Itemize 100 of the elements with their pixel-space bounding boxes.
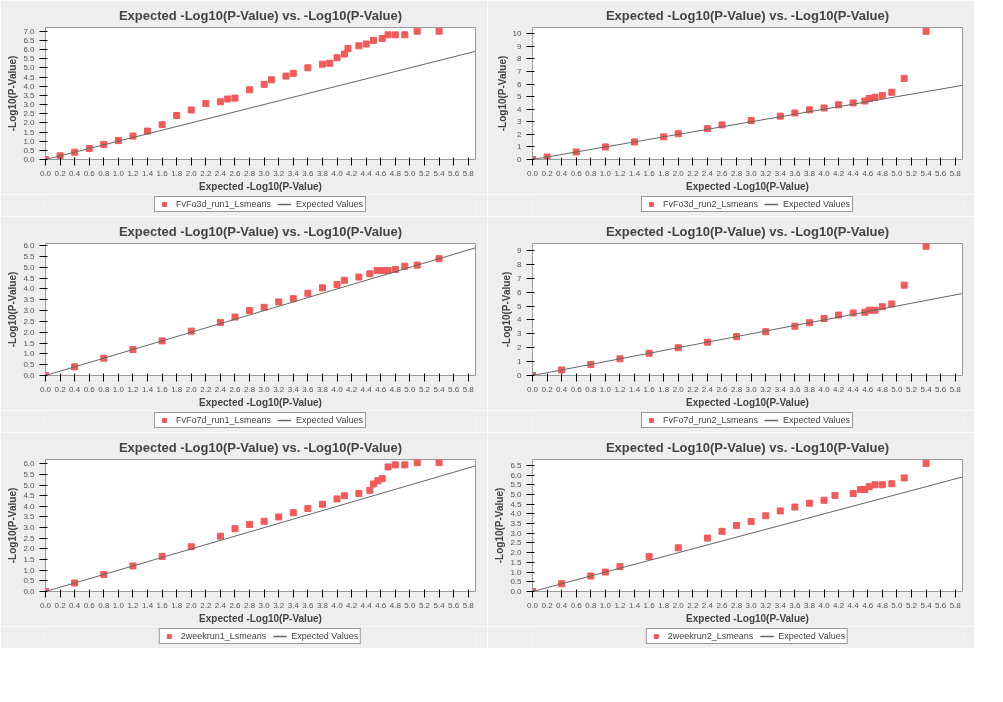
x-tick-label: 2.0 bbox=[672, 384, 685, 394]
y-tick-label: 1.0 bbox=[23, 349, 36, 359]
x-tick-label: 3.2 bbox=[760, 384, 772, 394]
x-tick-label: 5.2 bbox=[418, 168, 431, 178]
point bbox=[304, 504, 312, 512]
y-tick-label: 4.5 bbox=[23, 72, 36, 82]
point bbox=[158, 121, 166, 129]
x-tick-label: 0.6 bbox=[83, 384, 96, 394]
x-tick-label: 2.4 bbox=[701, 384, 714, 394]
legend-label: FvFo3d_run1_Lsmeans bbox=[176, 199, 272, 209]
point bbox=[384, 31, 392, 39]
x-tick-label: 2.6 bbox=[716, 384, 729, 394]
point bbox=[922, 27, 930, 35]
x-tick-label: 5.6 bbox=[935, 384, 947, 394]
x-tick-label: 2.4 bbox=[214, 600, 227, 610]
x-tick-label: 0.0 bbox=[526, 384, 539, 394]
x-tick-label: 0.8 bbox=[585, 600, 597, 610]
x-axis-title: Expected -Log10(P-Value) bbox=[686, 180, 809, 192]
y-tick-label: 5.0 bbox=[510, 489, 523, 499]
point bbox=[246, 520, 254, 528]
x-tick-label: 4.8 bbox=[389, 384, 402, 394]
x-tick-label: 3.0 bbox=[258, 600, 271, 610]
y-tick-label: 8 bbox=[517, 54, 523, 64]
x-tick-label: 1.4 bbox=[141, 600, 154, 610]
y-axis-title: -Log10(P-Value) bbox=[7, 271, 19, 348]
point bbox=[231, 94, 239, 102]
y-tick-label: 0.0 bbox=[510, 587, 523, 596]
y-tick-label: 7 bbox=[517, 273, 523, 283]
chart-title: Expected -Log10(P-Value) vs. -Log10(P-Value) bbox=[605, 439, 890, 455]
chart-title: Expected -Log10(P-Value) vs. -Log10(P-Value) bbox=[118, 7, 403, 23]
y-tick-label: 1 bbox=[517, 357, 523, 367]
x-tick-label: 4.8 bbox=[876, 384, 889, 394]
point bbox=[289, 509, 297, 517]
point bbox=[871, 93, 879, 101]
y-axis-title: -Log10(P-Value) bbox=[501, 271, 513, 348]
chart-title: Expected -Log10(P-Value) vs. -Log10(P-Value) bbox=[118, 223, 403, 239]
x-tick-label: 5.2 bbox=[418, 384, 431, 394]
y-tick-label: 6.0 bbox=[23, 241, 36, 251]
x-axis-title: Expected -Log10(P-Value) bbox=[686, 396, 809, 408]
y-tick-label: 0.0 bbox=[23, 587, 36, 596]
y-tick-label: 3.0 bbox=[23, 306, 36, 316]
x-tick-label: 0.2 bbox=[541, 168, 554, 178]
x-tick-label: 2.2 bbox=[200, 384, 212, 394]
x-tick-label: 5.6 bbox=[448, 600, 460, 610]
x-tick-label: 1.6 bbox=[643, 168, 656, 178]
x-tick-label: 5.8 bbox=[949, 600, 962, 610]
point bbox=[401, 31, 409, 39]
y-tick-label: 2 bbox=[517, 343, 523, 353]
y-tick-label: 0.5 bbox=[510, 577, 523, 587]
y-tick-label: 1.5 bbox=[23, 127, 36, 137]
y-tick-label: 5.0 bbox=[23, 63, 36, 73]
y-tick-label: 4.0 bbox=[23, 284, 36, 294]
x-tick-label: 3.8 bbox=[316, 600, 329, 610]
x-axis-title: Expected -Log10(P-Value) bbox=[199, 612, 322, 624]
x-tick-label: 4.0 bbox=[331, 168, 344, 178]
y-tick-label: 6 bbox=[517, 287, 523, 297]
y-tick-label: 2.5 bbox=[510, 538, 523, 548]
point bbox=[318, 500, 326, 508]
x-tick-label: 3.0 bbox=[258, 384, 271, 394]
point bbox=[776, 507, 784, 515]
point bbox=[805, 499, 813, 507]
x-tick-label: 3.4 bbox=[287, 600, 300, 610]
point bbox=[333, 281, 341, 289]
x-tick-label: 3.0 bbox=[745, 168, 758, 178]
x-tick-label: 4.4 bbox=[360, 168, 373, 178]
y-tick-label: 0.0 bbox=[23, 155, 36, 164]
point bbox=[289, 69, 297, 77]
y-tick-label: 1.0 bbox=[23, 565, 36, 575]
x-tick-label: 1.6 bbox=[156, 384, 169, 394]
x-axis-title: Expected -Log10(P-Value) bbox=[199, 180, 322, 192]
point bbox=[333, 495, 341, 503]
y-tick-label: 7 bbox=[517, 67, 523, 76]
point bbox=[900, 74, 908, 82]
y-tick-label: 1 bbox=[517, 142, 523, 152]
x-tick-label: 0.8 bbox=[585, 168, 597, 178]
x-tick-label: 5.4 bbox=[920, 384, 933, 394]
y-tick-label: 3 bbox=[517, 329, 523, 339]
point bbox=[888, 88, 896, 96]
point bbox=[355, 273, 363, 281]
x-tick-label: 3.6 bbox=[789, 384, 801, 394]
x-tick-label: 3.6 bbox=[302, 600, 314, 610]
x-tick-label: 4.0 bbox=[818, 168, 831, 178]
point bbox=[878, 91, 886, 99]
x-tick-label: 3.8 bbox=[316, 384, 329, 394]
x-tick-label: 0.4 bbox=[69, 384, 81, 394]
x-tick-label: 3.4 bbox=[287, 384, 300, 394]
x-tick-label: 2.8 bbox=[244, 384, 256, 394]
x-tick-label: 5.0 bbox=[891, 168, 904, 178]
point bbox=[216, 532, 224, 540]
point bbox=[333, 54, 341, 62]
point bbox=[260, 80, 268, 88]
point bbox=[413, 459, 421, 467]
x-tick-label: 5.6 bbox=[935, 168, 947, 178]
x-tick-label: 2.2 bbox=[687, 600, 699, 610]
point bbox=[831, 491, 839, 499]
x-tick-label: 3.2 bbox=[273, 168, 285, 178]
x-tick-label: 0.8 bbox=[98, 384, 110, 394]
point bbox=[260, 517, 268, 525]
x-tick-label: 4.0 bbox=[331, 384, 344, 394]
y-tick-label: 4.0 bbox=[23, 501, 36, 511]
